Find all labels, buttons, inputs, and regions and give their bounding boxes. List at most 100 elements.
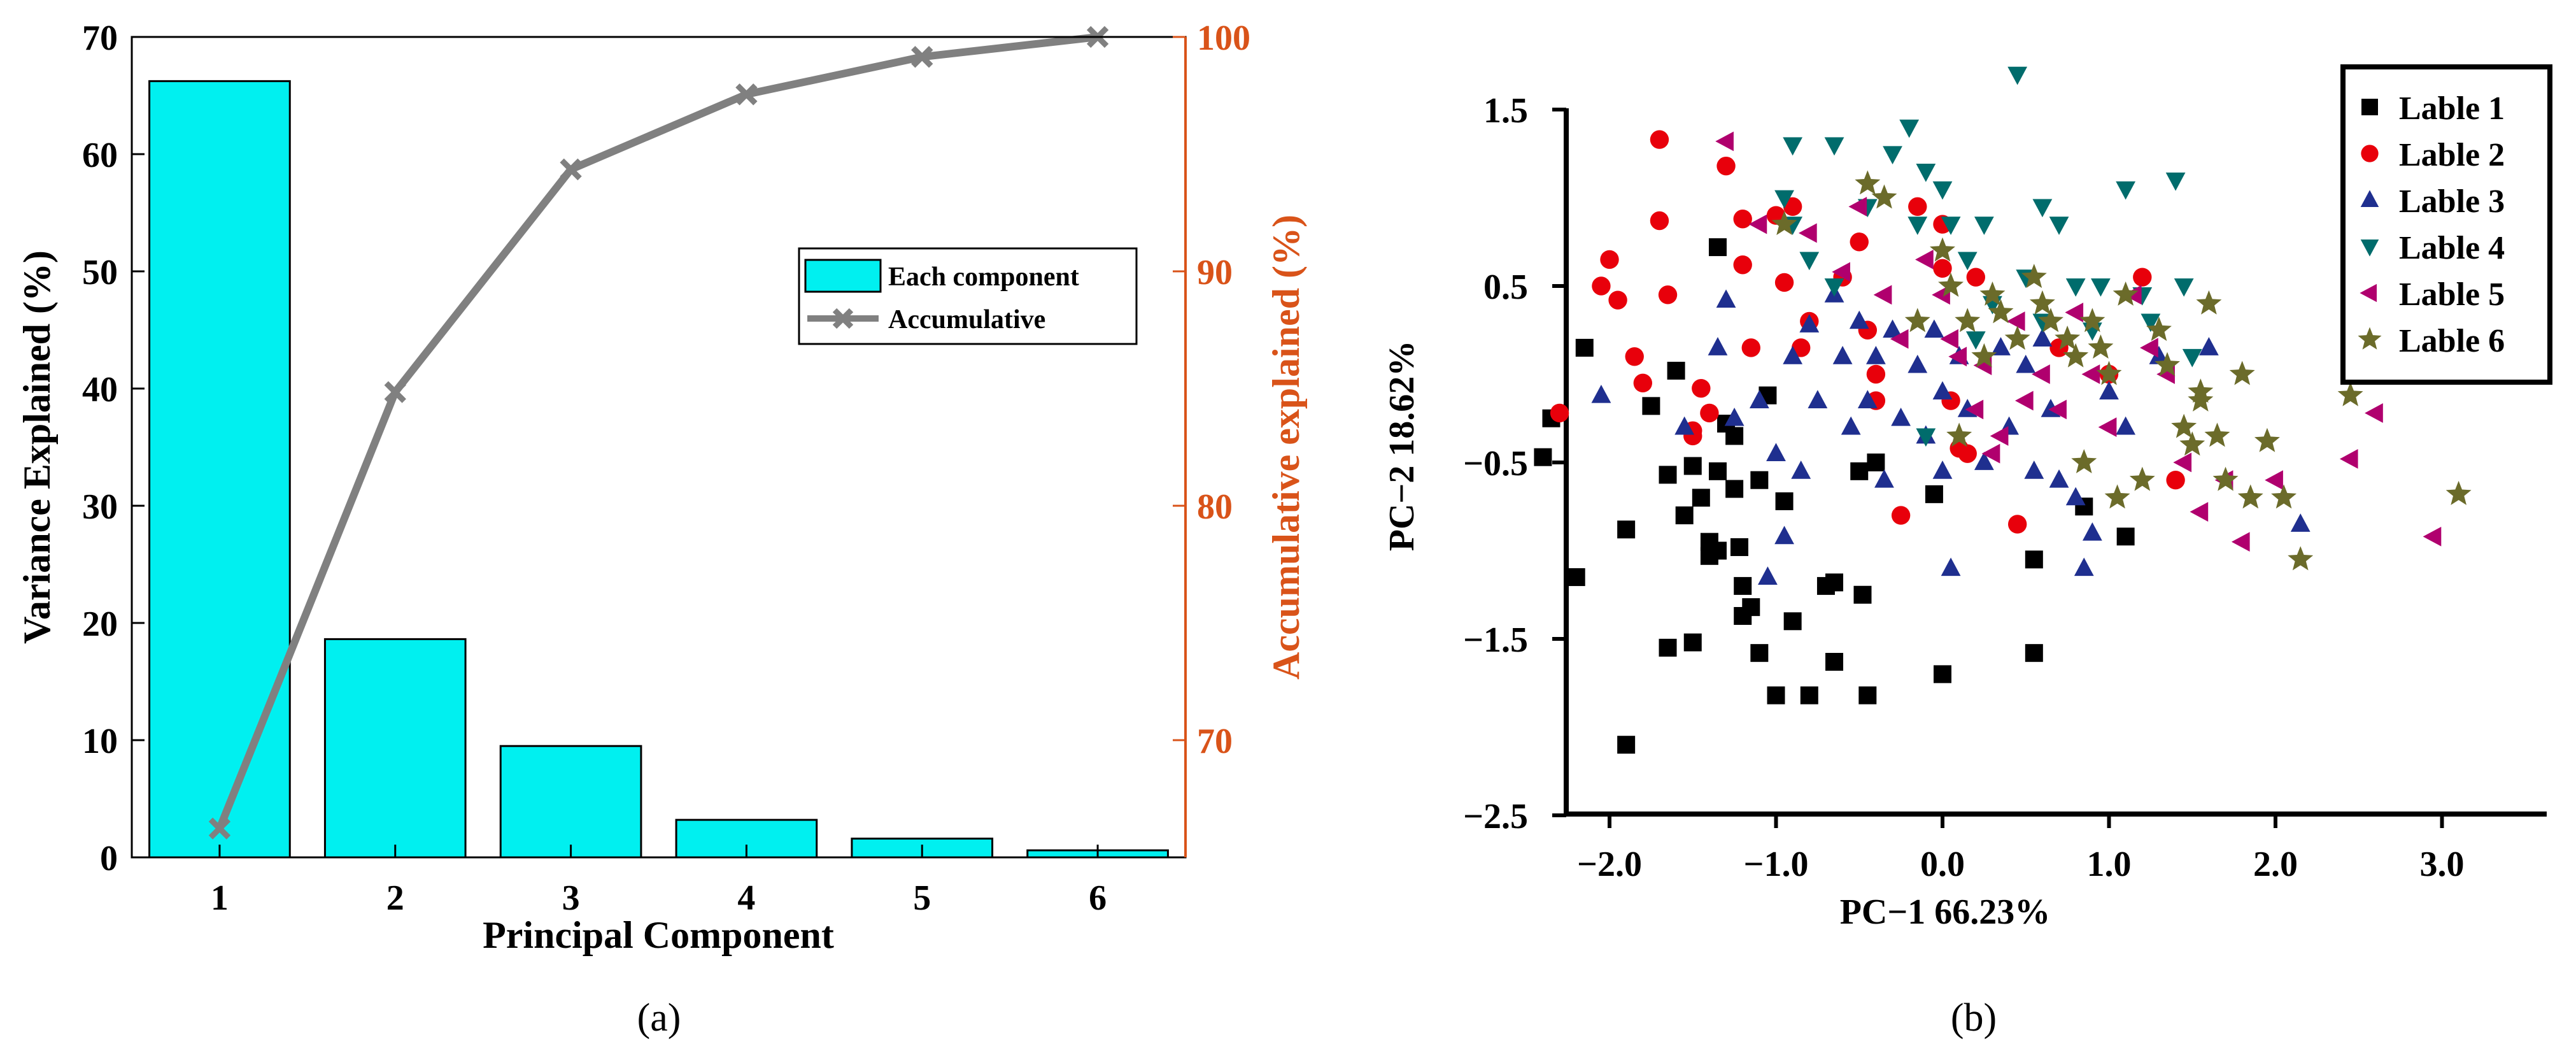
scatter-point <box>1716 156 1736 176</box>
scatter-point <box>1608 290 1627 310</box>
scatter-point <box>1824 278 1844 297</box>
scatter-point <box>2099 381 2119 400</box>
scatter-point <box>2065 278 2086 297</box>
scatter-point <box>1848 196 1867 217</box>
scatter-point <box>2091 278 2111 297</box>
panel-label-a: (a) <box>637 996 681 1040</box>
x-tick-label: 5 <box>913 878 931 918</box>
scatter-point <box>1825 653 1844 671</box>
scatter-point <box>1783 346 1803 364</box>
scatter-point <box>1883 146 1902 165</box>
scatter-point <box>1979 281 2006 306</box>
scatter-point <box>2071 449 2097 473</box>
scatter-point <box>1938 273 1964 297</box>
x-tick-label: 3 <box>562 878 580 918</box>
scatter-point <box>1774 526 1794 545</box>
left-y-tick-label: 0 <box>100 839 118 878</box>
x-axis-b: −2.0 −1.0 0.0 1.0 2.0 3.0 <box>1577 814 2465 884</box>
scatter-point <box>1733 210 1752 229</box>
scatter-point <box>1908 197 1927 217</box>
scatter-point <box>2166 471 2185 490</box>
x-tick-label-b: 0.0 <box>1920 845 1965 884</box>
scatter-point <box>1981 443 2000 464</box>
scatter-point <box>1716 289 1736 308</box>
scatter-point <box>1899 119 1920 138</box>
y-tick-label-b: −0.5 <box>1463 444 1528 483</box>
scatter-point <box>1974 452 1994 470</box>
legend-b: Lable 1 Lable 2 Lable 3 Lable 4 Lable 5 Lable… <box>2340 64 2552 385</box>
panel-a: 0 10 20 30 40 50 60 70 70 80 90 100 1 2 3 4 5 6 Princip… <box>16 18 1307 1040</box>
scatter-point <box>2006 311 2025 331</box>
y-axis-b: 1.5 0.5 −0.5 −1.5 −2.5 <box>1463 91 1566 836</box>
legend-b-box <box>2340 64 2552 385</box>
scatter-point <box>1933 259 1952 278</box>
scatter-point <box>1758 566 1778 585</box>
scatter-point <box>2007 66 2028 85</box>
scatter-point <box>2149 346 2169 364</box>
scatter-point <box>2025 644 2043 662</box>
scatter-point <box>2065 303 2084 322</box>
accumulative-marker-2 <box>384 381 406 403</box>
scatter-point <box>2141 313 2161 332</box>
legend-label-b: Lable 3 <box>2399 183 2505 220</box>
scatter-point <box>2032 364 2050 384</box>
scatter-point <box>1799 252 1820 271</box>
scatter-point <box>1534 448 1552 466</box>
scatter-point <box>2174 278 2194 297</box>
scatter-point <box>1734 576 1752 595</box>
x-axis: 1 2 3 4 5 6 <box>211 845 1107 918</box>
scatter-point <box>2171 413 2197 438</box>
scatter-point <box>1871 184 1897 209</box>
scatter-point <box>1748 214 1767 234</box>
scatter-point <box>1742 598 1760 617</box>
scatter-point <box>2021 264 2047 289</box>
scatter-point <box>2025 550 2043 569</box>
scatter-point <box>1659 638 1677 657</box>
scatter-point <box>1750 644 1769 662</box>
scatter-point <box>2188 378 2214 403</box>
scatter-point <box>1965 331 1986 350</box>
scatter-point <box>1724 407 1744 426</box>
scatter-point <box>2004 325 2030 350</box>
scatter-point <box>2155 352 2180 376</box>
scatter-point <box>1850 462 1869 480</box>
left-y-tick-label: 40 <box>82 370 118 410</box>
scatter-point <box>1832 346 1853 364</box>
scatter-point <box>1858 686 1877 704</box>
scatter-point <box>1824 137 1844 156</box>
left-y-tick-label: 50 <box>82 253 118 292</box>
scatter-point <box>1725 427 1744 445</box>
scatter-point <box>2116 181 2136 200</box>
right-y-axis-label-a: Accumulative explained (%) <box>1265 215 1307 680</box>
scatter-point <box>2179 431 2205 456</box>
scatter-point <box>1971 343 1997 368</box>
scatter-point <box>1591 384 1611 403</box>
panel-label-b: (b) <box>1951 996 1997 1040</box>
scatter-point <box>2265 470 2283 490</box>
legend-marker-b <box>2360 283 2377 303</box>
legend-marker-b <box>2360 239 2379 257</box>
scatter-point <box>1946 422 1972 447</box>
scatter-point <box>2146 317 2172 341</box>
scatter-point <box>1841 416 1861 435</box>
scatter-point <box>2140 338 2158 358</box>
scatter-point <box>2096 361 2122 385</box>
legend-label-b: Lable 1 <box>2399 90 2505 127</box>
scatter-point <box>1965 399 1984 420</box>
scatter-point <box>1832 262 1850 282</box>
x-tick-label: 1 <box>211 878 229 918</box>
scatter-point <box>1730 538 1748 556</box>
right-y-axis: 70 80 90 100 <box>1173 18 1250 857</box>
scatter-point <box>1708 238 1727 257</box>
scatter-point <box>1940 329 1958 349</box>
scatter-point <box>2082 522 2102 541</box>
scatter-point <box>2014 390 2034 411</box>
scatter-point <box>1957 252 1978 271</box>
scatter-point <box>2116 527 2135 546</box>
scatter-series-6 <box>1771 170 2472 571</box>
scatter-point <box>2049 217 2069 235</box>
scatter-point <box>1966 268 1985 287</box>
scatter-point <box>2445 480 2472 505</box>
scatter-point <box>2173 452 2192 473</box>
scatter-point <box>2237 484 2263 509</box>
